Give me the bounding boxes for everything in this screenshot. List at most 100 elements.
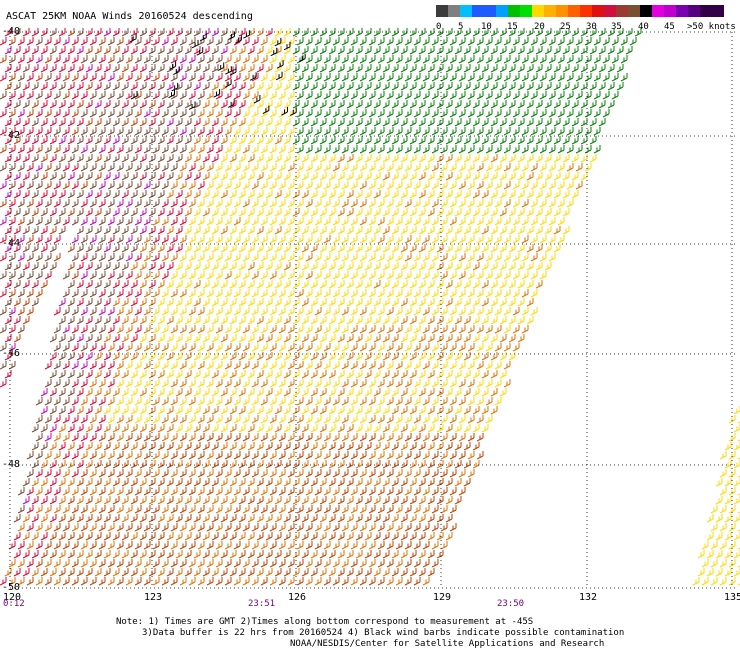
- wind-barb: [418, 442, 426, 451]
- wind-barb: [67, 460, 75, 469]
- wind-barb: [305, 541, 313, 550]
- wind-barb: [94, 118, 102, 127]
- wind-barb: [422, 469, 430, 478]
- wind-barb: [319, 532, 327, 541]
- wind-barb: [251, 37, 259, 46]
- wind-barb: [134, 217, 142, 226]
- wind-barb: [427, 568, 435, 577]
- wind-barb: [94, 550, 102, 559]
- wind-barb: [719, 505, 727, 514]
- wind-barb: [373, 172, 381, 181]
- wind-barb: [454, 46, 462, 55]
- wind-barb: [89, 469, 97, 478]
- wind-barb: [125, 361, 133, 370]
- wind-barb: [242, 577, 250, 586]
- wind-barb: [211, 136, 219, 145]
- wind-barb: [467, 415, 475, 424]
- wind-barb: [103, 334, 111, 343]
- wind-barb: [125, 91, 133, 100]
- wind-barb: [377, 271, 385, 280]
- wind-barb: [427, 352, 435, 361]
- wind-barb: [373, 568, 381, 577]
- wind-barb: [134, 145, 142, 154]
- wind-barb: [287, 505, 295, 514]
- wind-barb: [62, 397, 70, 406]
- wind-barb: [526, 82, 534, 91]
- wind-barb: [490, 262, 498, 271]
- wind-barb: [355, 370, 363, 379]
- wind-barb: [355, 136, 363, 145]
- wind-barb: [341, 415, 349, 424]
- wind-barb: [314, 415, 322, 424]
- wind-barb: [364, 46, 372, 55]
- wind-barb: [179, 505, 187, 514]
- wind-barb: [589, 118, 597, 127]
- wind-barb: [98, 217, 106, 226]
- wind-barb: [80, 91, 88, 100]
- wind-barb: [67, 550, 75, 559]
- wind-barb: [202, 208, 210, 217]
- wind-barb: [215, 415, 223, 424]
- wind-barb: [602, 73, 610, 82]
- wind-barb: [341, 523, 349, 532]
- wind-barb: [706, 514, 714, 523]
- wind-barb: [265, 82, 273, 91]
- wind-barb: [211, 388, 219, 397]
- wind-barb: [319, 64, 327, 73]
- wind-barb: [373, 28, 381, 37]
- wind-barb: [323, 235, 331, 244]
- wind-barb: [116, 289, 124, 298]
- wind-barb: [733, 406, 740, 415]
- wind-barb: [112, 316, 120, 325]
- wind-barb: [188, 235, 196, 244]
- wind-barb: [350, 379, 358, 388]
- wind-barb: [89, 163, 97, 172]
- wind-barb: [310, 82, 318, 91]
- wind-barb: [217, 62, 225, 71]
- wind-barb: [332, 415, 340, 424]
- wind-barb: [458, 361, 466, 370]
- wind-barb: [296, 127, 304, 136]
- wind-barb: [368, 343, 376, 352]
- wind-barb: [422, 55, 430, 64]
- wind-barb: [386, 55, 394, 64]
- wind-barb: [287, 487, 295, 496]
- wind-barb: [337, 208, 345, 217]
- wind-barb: [211, 352, 219, 361]
- wind-barb: [314, 253, 322, 262]
- wind-barb: [445, 388, 453, 397]
- wind-barb: [440, 325, 448, 334]
- wind-barb: [265, 118, 273, 127]
- wind-barb: [575, 55, 583, 64]
- wind-barb: [382, 334, 390, 343]
- wind-barb: [346, 154, 354, 163]
- wind-barb: [125, 343, 133, 352]
- wind-barb: [116, 343, 124, 352]
- wind-barb: [143, 559, 151, 568]
- wind-barb: [508, 334, 516, 343]
- wind-barb: [40, 406, 48, 415]
- wind-barb: [197, 577, 205, 586]
- wind-barb: [235, 35, 242, 44]
- wind-barb: [404, 505, 412, 514]
- wind-barb: [314, 289, 322, 298]
- wind-barb: [548, 181, 556, 190]
- wind-barb: [193, 100, 201, 109]
- wind-barb: [553, 172, 561, 181]
- wind-barb: [265, 28, 273, 37]
- wind-barb: [175, 460, 183, 469]
- wind-barb: [184, 46, 192, 55]
- wind-barb: [35, 109, 43, 118]
- wind-barb: [197, 541, 205, 550]
- wind-barb: [373, 550, 381, 559]
- wind-barb: [85, 478, 93, 487]
- wind-barb: [598, 118, 606, 127]
- wind-barb: [737, 439, 740, 442]
- wind-barb: [431, 217, 439, 226]
- wind-barb: [238, 514, 246, 523]
- wind-barb: [247, 262, 255, 271]
- wind-barb: [386, 289, 394, 298]
- wind-barb: [368, 145, 376, 154]
- wind-barb: [130, 91, 138, 100]
- wind-barb: [85, 352, 93, 361]
